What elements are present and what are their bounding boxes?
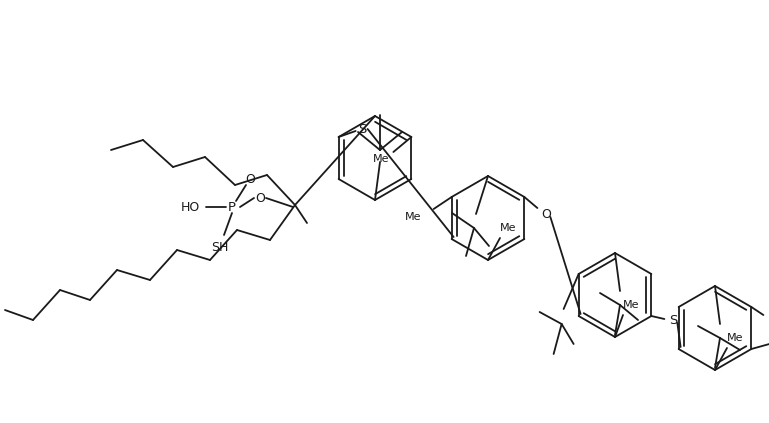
Text: O: O [245, 173, 255, 186]
Text: Me: Me [623, 300, 639, 310]
Text: Me: Me [405, 212, 421, 222]
Text: O: O [541, 208, 551, 220]
Text: Me: Me [373, 154, 390, 164]
Text: S: S [669, 314, 677, 327]
Text: Me: Me [727, 333, 744, 343]
Text: S: S [358, 123, 367, 135]
Text: HO: HO [181, 201, 200, 214]
Text: Me: Me [500, 223, 516, 233]
Text: P: P [228, 201, 236, 214]
Text: SH: SH [211, 241, 228, 253]
Text: O: O [255, 192, 265, 204]
